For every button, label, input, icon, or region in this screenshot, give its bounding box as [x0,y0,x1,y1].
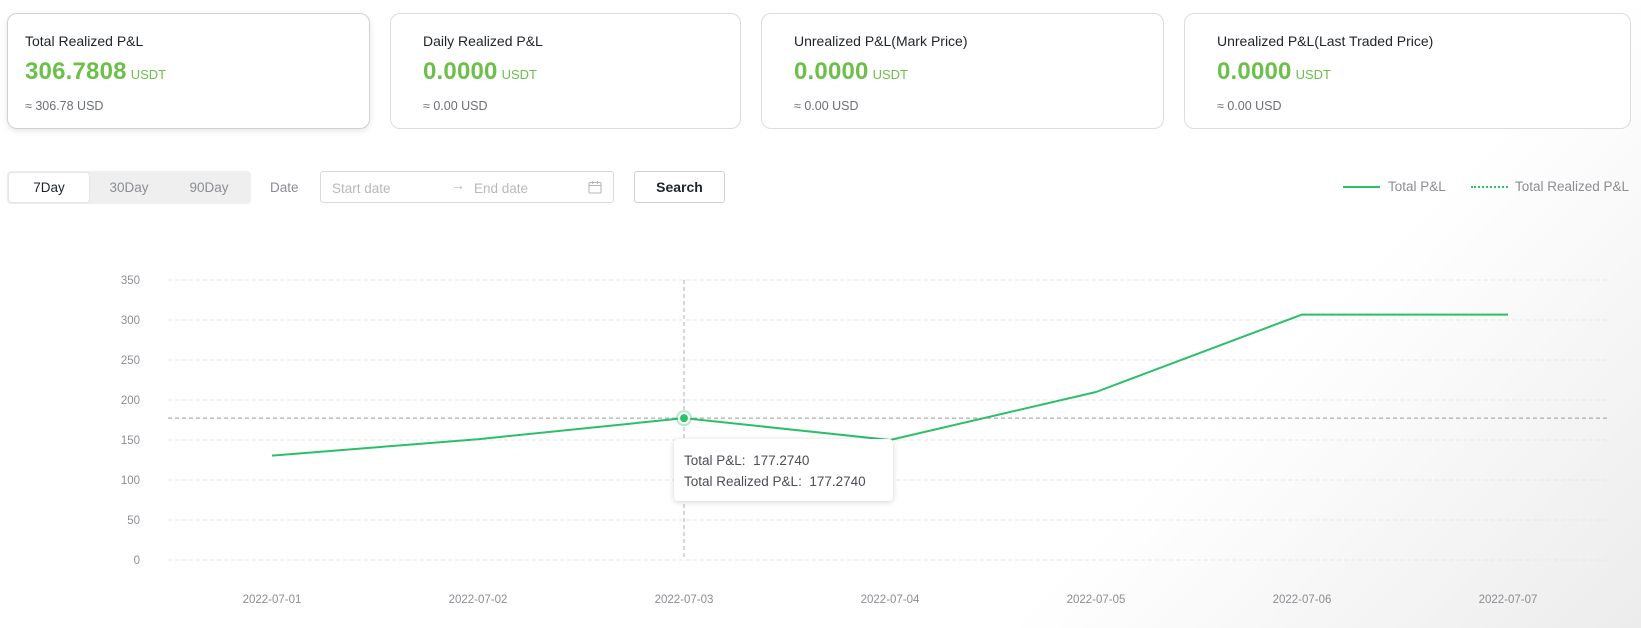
date-range-picker: → [320,171,614,203]
card-title: Total Realized P&L [25,33,144,49]
end-date-input[interactable] [474,178,584,198]
x-tick-label: 2022-07-05 [1067,594,1126,606]
tooltip-realized-value: 177.2740 [809,474,866,489]
card-title: Unrealized P&L(Last Traded Price) [1217,33,1434,49]
hovered-data-point [678,412,690,425]
series-line-total-realized-pnl [271,313,1508,457]
x-tick-label: 2022-07-03 [655,594,714,606]
y-tick-label: 100 [121,475,140,487]
card-daily-realized-pnl[interactable]: Daily Realized P&L 0.0000 USDT ≈ 0.00 USD [390,13,741,129]
card-value-number: 0.0000 [1217,58,1292,85]
x-tick-label: 2022-07-04 [861,594,920,606]
card-value: 0.0000 USDT [794,58,908,86]
card-value-number: 306.7808 [25,58,127,85]
y-tick-label: 300 [121,315,140,327]
x-tick-label: 2022-07-06 [1273,594,1332,606]
period-selector: 7Day 30Day 90Day [7,171,251,204]
chart-tooltip: Total P&L: 177.2740 Total Realized P&L: … [674,439,893,501]
period-7day-button[interactable]: 7Day [9,173,89,202]
x-tick-label: 2022-07-02 [449,594,508,606]
search-button[interactable]: Search [634,171,725,203]
period-30day-button[interactable]: 30Day [109,180,149,195]
card-value-number: 0.0000 [794,58,869,85]
card-value-unit: USDT [130,67,167,82]
tooltip-row-total-realized-pnl: Total Realized P&L: 177.2740 [684,471,883,492]
date-label: Date [270,180,299,195]
card-value-number: 0.0000 [423,58,498,85]
card-value: 0.0000 USDT [1217,58,1331,86]
start-date-input[interactable] [332,178,442,198]
card-unrealized-pnl-last-traded[interactable]: Unrealized P&L(Last Traded Price) 0.0000… [1184,13,1631,129]
legend-total-realized-pnl[interactable]: Total Realized P&L [1515,179,1630,194]
card-unrealized-pnl-mark[interactable]: Unrealized P&L(Mark Price) 0.0000 USDT ≈ … [761,13,1164,129]
tooltip-realized-label: Total Realized P&L: [684,474,802,489]
card-value-unit: USDT [872,67,908,82]
y-tick-label: 200 [121,395,140,407]
tooltip-row-total-pnl: Total P&L: 177.2740 [684,450,883,471]
card-total-realized-pnl[interactable]: Total Realized P&L 306.7808 USDT ≈ 306.78… [7,13,370,129]
calendar-icon[interactable] [588,180,602,194]
legend-swatch-total-pnl [1343,186,1380,188]
legend-total-pnl[interactable]: Total P&L [1388,179,1446,194]
card-value: 306.7808 USDT [25,58,166,86]
card-title: Unrealized P&L(Mark Price) [794,33,968,49]
card-usd-equivalent: ≈ 0.00 USD [1217,99,1282,113]
x-tick-label: 2022-07-01 [243,594,302,606]
card-value-unit: USDT [1295,67,1331,82]
card-value-unit: USDT [501,67,537,82]
period-90day-button[interactable]: 90Day [189,180,229,195]
y-tick-label: 350 [121,275,140,287]
tooltip-total-label: Total P&L: [684,453,746,468]
card-usd-equivalent: ≈ 306.78 USD [25,99,104,113]
tooltip-total-value: 177.2740 [753,453,810,468]
series-line-total-pnl [271,313,1508,457]
card-title: Daily Realized P&L [423,33,543,49]
card-value: 0.0000 USDT [423,58,537,86]
arrow-right-icon: → [451,177,465,193]
legend-swatch-total-realized-pnl [1471,186,1508,188]
y-tick-label: 250 [121,355,140,367]
card-usd-equivalent: ≈ 0.00 USD [794,99,859,113]
y-tick-label: 50 [127,515,140,527]
hover-halo [676,410,692,427]
card-usd-equivalent: ≈ 0.00 USD [423,99,488,113]
x-tick-label: 2022-07-07 [1479,594,1538,606]
y-tick-label: 0 [134,555,140,567]
y-tick-label: 150 [121,435,140,447]
